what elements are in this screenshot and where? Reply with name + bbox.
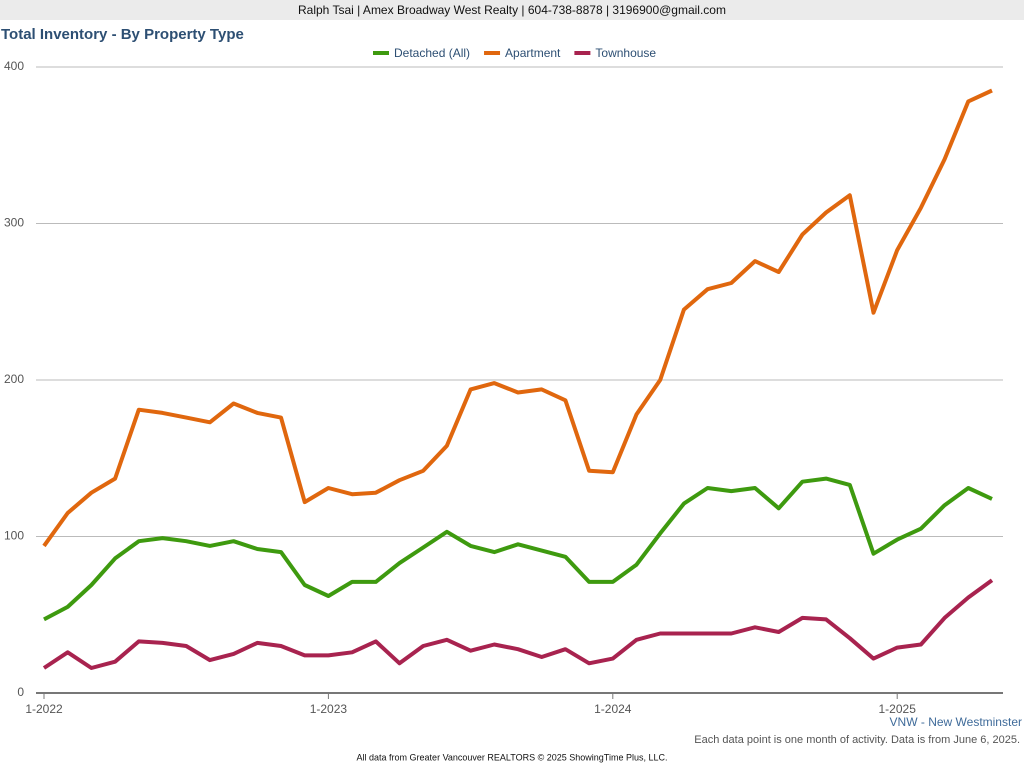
legend-label: Townhouse: [595, 46, 656, 60]
region: VNW - New Westminster: [890, 715, 1022, 729]
legend-label: Detached (All): [394, 46, 470, 60]
y-tick-label: 300: [4, 216, 24, 230]
x-tick-label: 1-2024: [594, 702, 632, 716]
series-line: [43, 476, 993, 622]
series-line: [42, 578, 994, 670]
header-bar: [0, 0, 1024, 20]
source: All data from Greater Vancouver REALTORS…: [357, 752, 668, 762]
y-tick-label: 100: [4, 529, 24, 543]
chart-title: Total Inventory - By Property Type: [1, 26, 244, 43]
legend-label: Apartment: [505, 46, 561, 60]
x-tick-label: 1-2025: [879, 702, 917, 716]
y-tick-label: 400: [4, 59, 24, 73]
series-line: [42, 88, 993, 548]
y-tick-label: 0: [17, 685, 24, 699]
x-tick-label: 1-2023: [310, 702, 348, 716]
y-tick-label: 200: [4, 372, 24, 386]
x-tick-label: 1-2022: [25, 702, 63, 716]
header: Ralph Tsai | Amex Broadway West Realty |…: [298, 3, 726, 17]
note: Each data point is one month of activity…: [694, 734, 1020, 746]
